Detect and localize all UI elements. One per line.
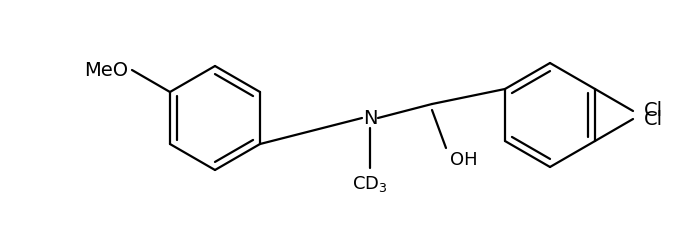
Text: N: N [363,109,377,127]
Text: Cl: Cl [643,102,663,121]
Text: OH: OH [450,151,478,169]
Text: Cl: Cl [643,110,663,128]
Text: MeO: MeO [84,61,128,79]
Text: CD$_3$: CD$_3$ [352,174,388,194]
